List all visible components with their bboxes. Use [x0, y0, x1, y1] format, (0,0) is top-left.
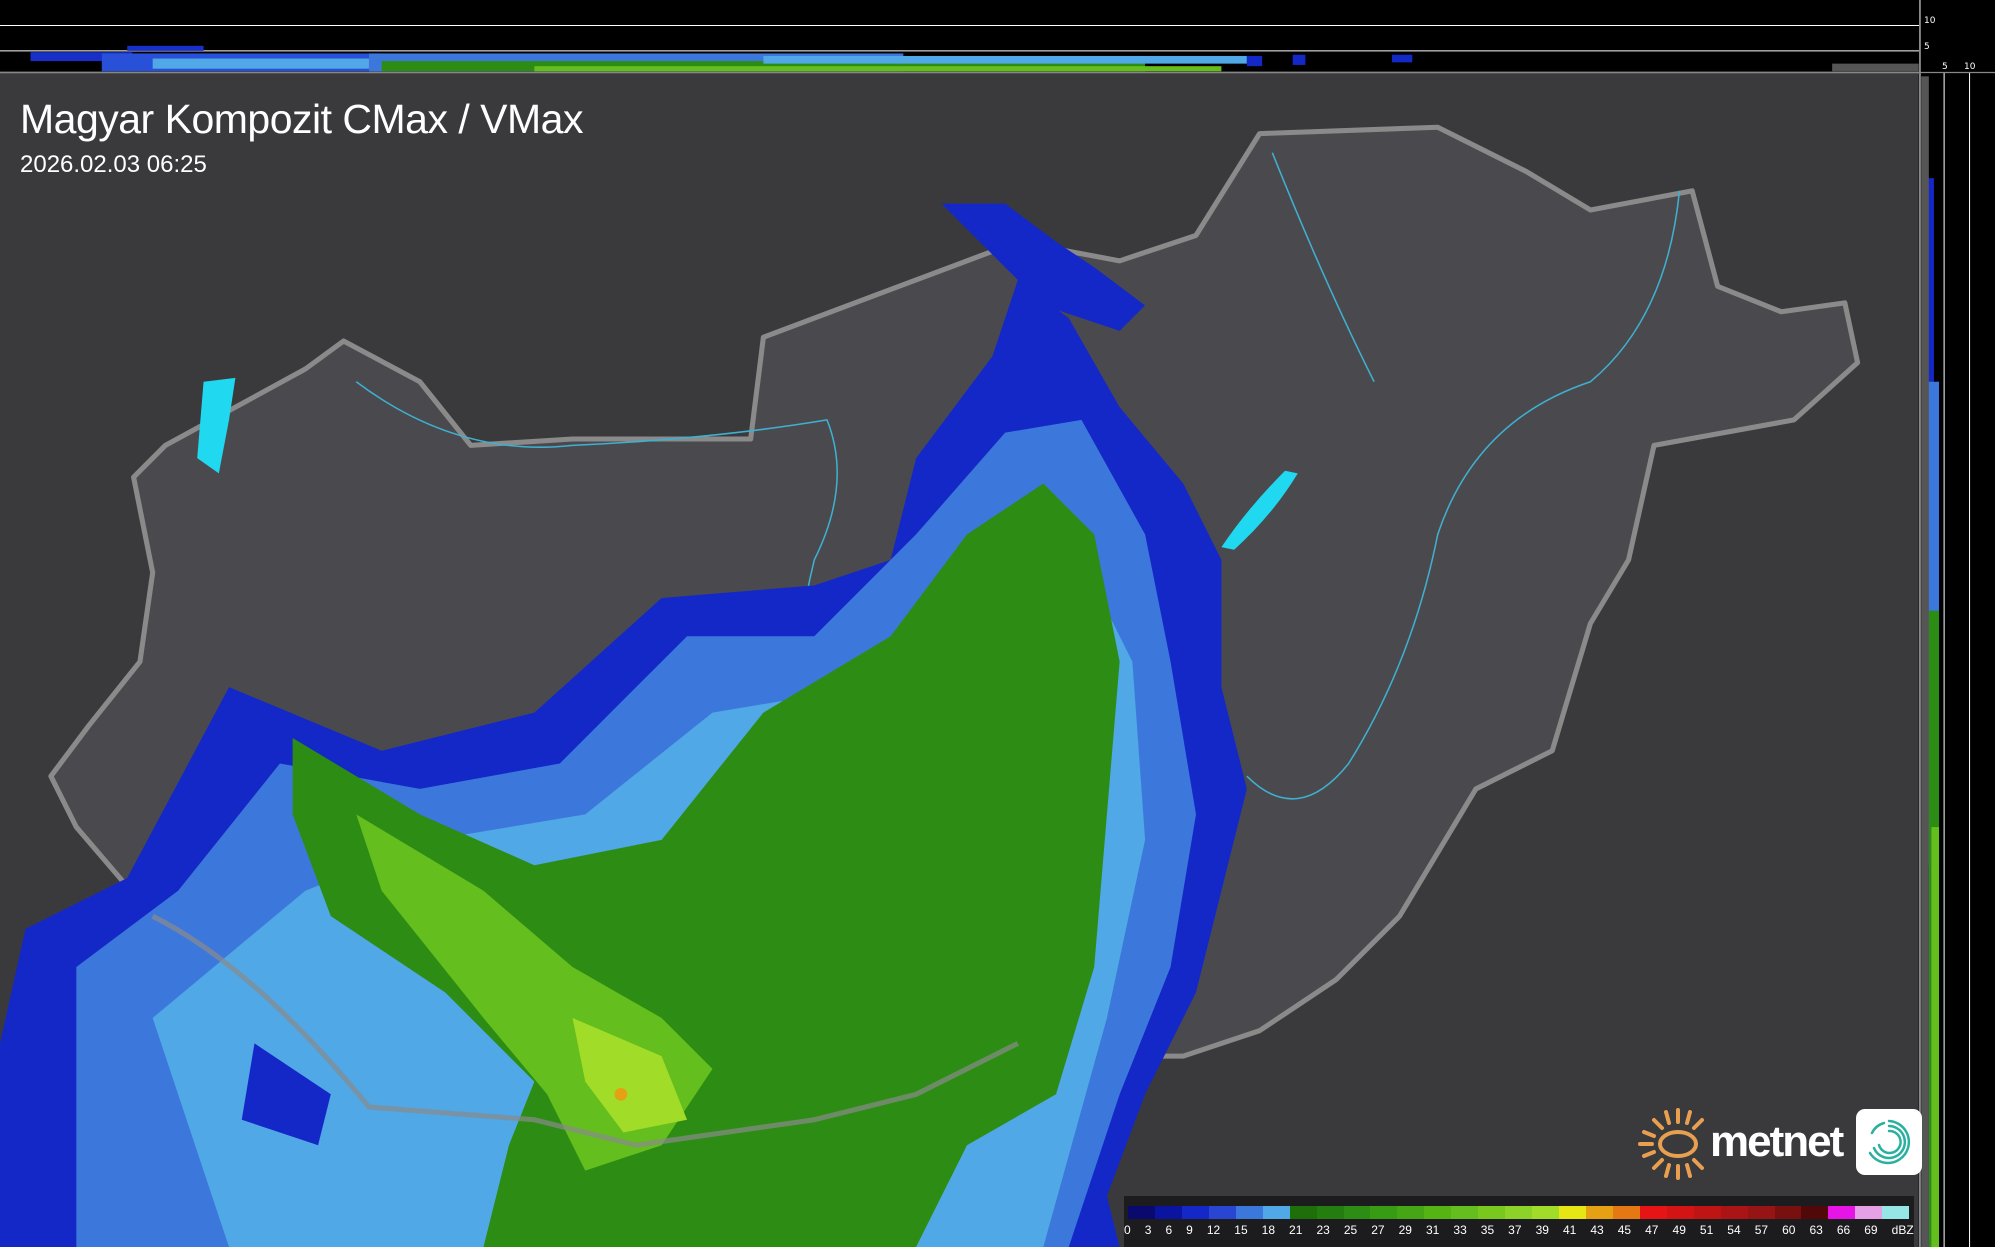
legend-swatch: [1882, 1206, 1910, 1219]
legend-swatch: [1747, 1206, 1775, 1219]
legend-label: 21: [1289, 1223, 1303, 1237]
legend-label: 54: [1727, 1223, 1741, 1237]
legend-swatch: [1262, 1206, 1290, 1219]
legend-label: 41: [1562, 1223, 1577, 1237]
side-profile-echoes: [1921, 76, 1940, 1247]
legend-swatch: [1154, 1206, 1182, 1219]
legend-swatch: [1181, 1206, 1209, 1219]
legend-swatch: [1774, 1206, 1802, 1219]
legend-color-bar: [1128, 1206, 1910, 1219]
legend-swatch: [1559, 1206, 1586, 1219]
legend-label: 12: [1206, 1223, 1221, 1237]
legend-label: 63: [1809, 1223, 1823, 1237]
legend-labels: 0 3 6 9 12 15 18 21 23 25 27 29 31 33 35 37 39 41 43 45 47 49…: [1124, 1223, 1914, 1237]
radar-echoes: [0, 203, 1247, 1247]
legend-label: 57: [1754, 1223, 1769, 1237]
top-profile-label-10: 10: [1924, 16, 1936, 26]
legend-label: 37: [1508, 1223, 1522, 1237]
legend-label: 27: [1371, 1223, 1385, 1237]
legend-swatch: [1128, 1206, 1155, 1219]
legend-swatch: [1585, 1206, 1613, 1219]
legend-label: 60: [1782, 1223, 1796, 1237]
legend-swatch: [1828, 1206, 1856, 1219]
swirl-app-icon: [1856, 1109, 1923, 1175]
legend-label: 47: [1645, 1223, 1659, 1237]
map-timestamp: 2026.02.03 06:25: [20, 151, 207, 178]
legend-swatch: [1505, 1206, 1533, 1219]
top-profile-label-5: 5: [1924, 42, 1930, 52]
metnet-logo[interactable]: metnet: [1636, 1102, 1923, 1182]
legend-label: 18: [1261, 1223, 1276, 1237]
legend-swatch: [1801, 1206, 1829, 1219]
legend-label: 35: [1480, 1223, 1495, 1237]
lake-neusiedl: [197, 377, 236, 474]
side-profile-label-5: 5: [1942, 62, 1948, 72]
legend-swatch: [1370, 1206, 1398, 1219]
legend-label: 51: [1699, 1223, 1714, 1237]
legend-unit: dBZ: [1891, 1223, 1914, 1237]
legend-label: 25: [1343, 1223, 1358, 1237]
metnet-wordmark: metnet: [1710, 1117, 1844, 1166]
legend-swatch: [1478, 1206, 1506, 1219]
legend-swatch: [1451, 1206, 1479, 1219]
legend-swatch: [1424, 1206, 1452, 1219]
legend-swatch: [1639, 1206, 1667, 1219]
legend-label: 9: [1186, 1223, 1193, 1237]
legend-swatch: [1693, 1206, 1721, 1219]
legend-swatch: [1855, 1206, 1883, 1219]
legend-swatch: [1532, 1206, 1559, 1219]
legend-swatch: [1289, 1206, 1317, 1219]
map-title: Magyar Kompozit CMax / VMax: [20, 96, 583, 142]
legend-label: 33: [1453, 1223, 1467, 1237]
legend-label: 3: [1144, 1223, 1152, 1237]
legend-label: 49: [1672, 1223, 1686, 1237]
dbz-color-legend: 0 3 6 9 12 15 18 21 23 25 27 29 31 33 35 37 39 41 43 45 47 49…: [1124, 1196, 1914, 1247]
top-profile-echoes: [30, 45, 1919, 72]
legend-label: 45: [1617, 1223, 1632, 1237]
legend-swatch: [1397, 1206, 1425, 1219]
side-profile-label-10: 10: [1964, 62, 1976, 72]
legend-label: 29: [1398, 1223, 1412, 1237]
legend-label: 43: [1590, 1223, 1604, 1237]
legend-swatch: [1235, 1206, 1263, 1219]
legend-swatch: [1316, 1206, 1344, 1219]
lake-balaton: [1221, 470, 1298, 550]
sun-icon: [1638, 1108, 1704, 1180]
legend-swatch: [1666, 1206, 1694, 1219]
legend-swatch: [1343, 1206, 1371, 1219]
legend-label: 39: [1535, 1223, 1549, 1237]
legend-swatch: [1720, 1206, 1748, 1219]
legend-label: 15: [1234, 1223, 1248, 1237]
legend-label: 0: [1124, 1223, 1131, 1237]
legend-label: 31: [1426, 1223, 1440, 1237]
legend-label: 23: [1316, 1223, 1330, 1237]
legend-label: 69: [1864, 1223, 1878, 1237]
legend-label: 66: [1836, 1223, 1851, 1237]
legend-swatch: [1612, 1206, 1640, 1219]
legend-label: 6: [1165, 1223, 1173, 1237]
legend-swatch: [1208, 1206, 1236, 1219]
